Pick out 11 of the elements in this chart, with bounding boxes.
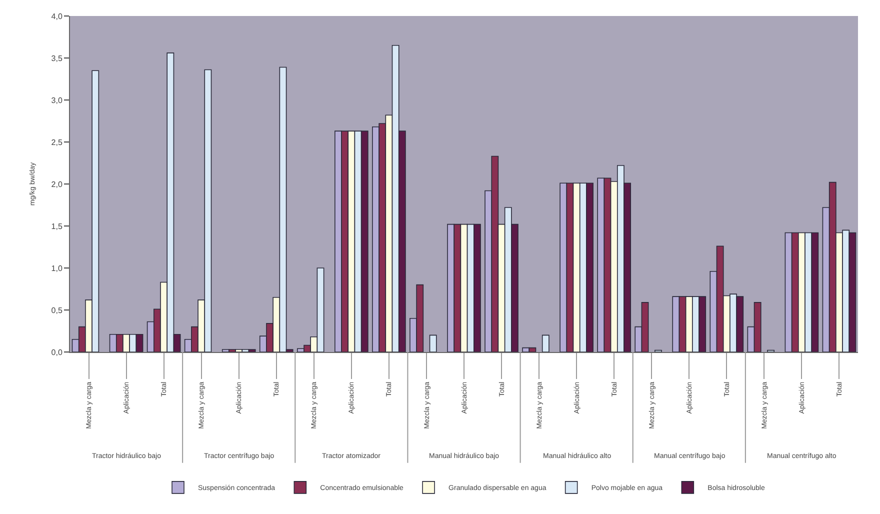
bar	[542, 334, 550, 352]
y-tick-label: 2,5	[51, 138, 63, 147]
y-tick-label: 3,5	[51, 54, 63, 63]
y-tick-label: 0,0	[51, 348, 63, 357]
bar	[429, 334, 437, 352]
y-tick-label: 3,0	[51, 96, 63, 105]
y-tick-label: 1,0	[51, 264, 63, 273]
y-tick-label: 0,5	[51, 306, 63, 315]
y-tick-label: 1,5	[51, 222, 63, 231]
y-tick-label: 2,0	[51, 180, 63, 189]
y-tick-label: 4,0	[51, 12, 63, 21]
